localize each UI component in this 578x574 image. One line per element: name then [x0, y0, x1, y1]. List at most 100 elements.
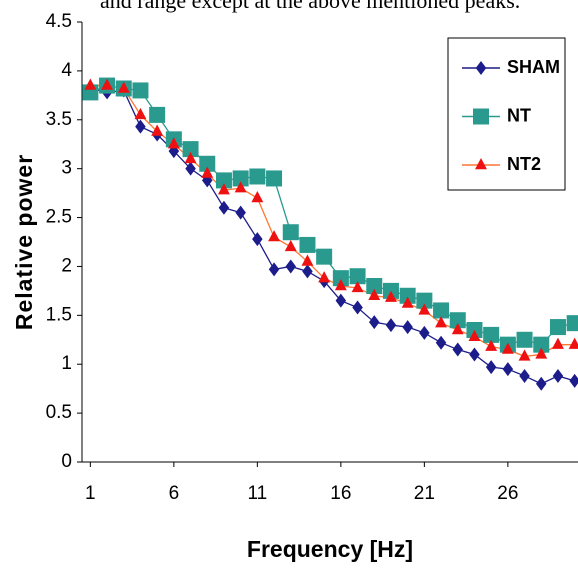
marker [518, 349, 531, 361]
marker [335, 293, 347, 308]
marker [416, 292, 433, 309]
marker [418, 303, 431, 315]
marker [268, 262, 280, 277]
marker [535, 347, 548, 359]
y-tick-label: 2 [61, 255, 72, 276]
marker [469, 347, 480, 362]
x-tick-label: 16 [330, 483, 351, 504]
marker [402, 320, 413, 335]
y-tick-label: 0 [61, 451, 72, 472]
marker [435, 316, 448, 328]
header-text: and range except at the above mentioned … [100, 0, 520, 13]
marker [352, 300, 363, 315]
x-tick-label: 26 [497, 483, 518, 504]
marker [566, 315, 578, 332]
legend-marker [473, 108, 489, 125]
marker [368, 288, 381, 300]
marker [282, 224, 299, 241]
x-tick-label: 6 [169, 483, 180, 504]
marker [435, 335, 447, 350]
marker [334, 279, 347, 291]
marker [234, 181, 247, 193]
y-tick-label: 3.5 [46, 109, 72, 130]
marker [132, 82, 149, 99]
y-tick-label: 0.5 [46, 402, 72, 423]
marker [249, 168, 266, 185]
marker [401, 296, 414, 308]
marker [452, 342, 464, 357]
marker [485, 360, 497, 375]
marker [301, 254, 314, 266]
marker [552, 368, 564, 383]
legend-label: SHAM [507, 57, 560, 77]
legend-label: NT [507, 105, 531, 125]
marker [251, 191, 264, 203]
y-axis-title: Relative power [11, 154, 37, 330]
y-tick-label: 1.5 [46, 304, 72, 325]
marker [218, 200, 230, 215]
y-tick-label: 2.5 [46, 207, 72, 228]
x-axis-title: Frequency [Hz] [247, 536, 413, 562]
marker [151, 124, 164, 136]
marker [536, 376, 547, 391]
marker [232, 170, 249, 187]
marker [134, 107, 147, 120]
marker [399, 287, 416, 304]
marker [285, 259, 297, 274]
y-tick-label: 3 [61, 158, 72, 179]
marker [266, 170, 283, 187]
legend-label: NT2 [507, 154, 541, 174]
marker [451, 323, 464, 335]
marker [185, 161, 196, 176]
marker [449, 312, 466, 329]
marker [284, 239, 297, 252]
marker [215, 172, 232, 189]
marker [268, 230, 281, 242]
marker [299, 236, 316, 253]
marker [552, 337, 564, 349]
marker [182, 141, 199, 158]
marker [533, 336, 550, 353]
marker [519, 368, 530, 383]
marker [502, 362, 514, 377]
marker [385, 318, 397, 333]
marker [332, 270, 349, 287]
x-tick-label: 21 [414, 483, 435, 504]
marker [184, 151, 197, 164]
marker [549, 319, 566, 336]
marker [252, 232, 263, 247]
marker [135, 119, 146, 134]
marker [302, 264, 313, 279]
marker [501, 342, 514, 354]
legend-marker [475, 158, 487, 170]
marker [316, 248, 333, 265]
x-tick-label: 1 [85, 483, 96, 504]
marker [149, 106, 166, 123]
marker [568, 337, 578, 349]
marker [167, 137, 180, 149]
marker [385, 290, 397, 302]
marker [101, 78, 114, 90]
marker [483, 326, 500, 343]
y-tick-label: 4 [61, 60, 72, 81]
marker [419, 325, 430, 340]
marker [199, 155, 216, 172]
marker [516, 331, 533, 348]
marker [369, 315, 380, 330]
marker [433, 302, 450, 319]
y-tick-label: 1 [61, 353, 72, 374]
marker [366, 278, 383, 294]
marker [485, 339, 498, 351]
marker [117, 81, 130, 93]
y-tick-label: 4.5 [46, 11, 72, 32]
marker [349, 268, 366, 285]
legend-marker [475, 61, 487, 75]
marker [569, 373, 578, 388]
marker [351, 280, 364, 293]
marker [318, 271, 331, 283]
marker [218, 183, 230, 195]
marker [84, 78, 97, 90]
x-tick-label: 11 [247, 483, 267, 504]
marker [201, 166, 214, 178]
